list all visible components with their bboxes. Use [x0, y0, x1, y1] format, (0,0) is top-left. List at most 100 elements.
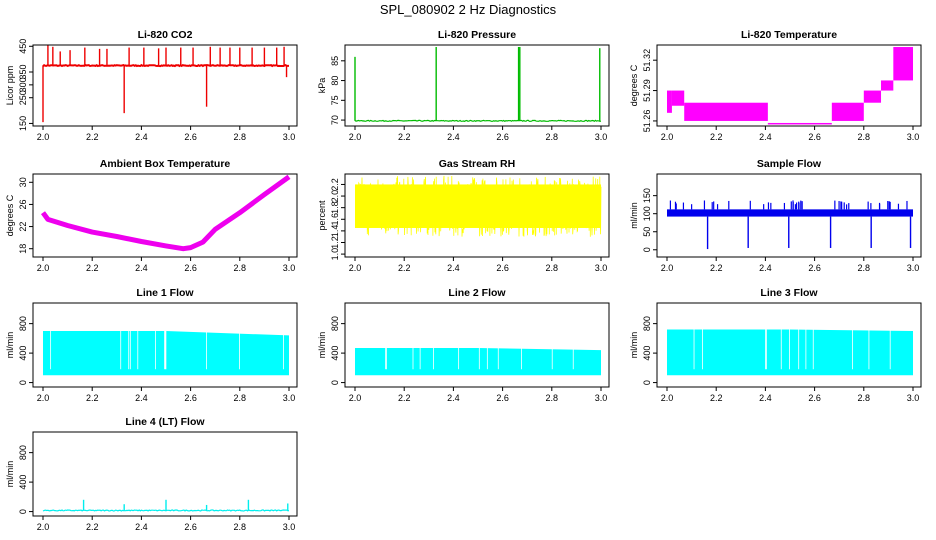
- line3-band: [667, 329, 913, 376]
- line4-ytick-label: 400: [18, 475, 28, 490]
- rh-frame: [344, 173, 610, 258]
- sample-ytick-label: 150: [642, 188, 652, 203]
- pressure-title: Li-820 Pressure: [438, 29, 516, 41]
- rh-ytick-label: 1.2: [330, 236, 340, 249]
- sample-xtick-label: 2.4: [759, 263, 772, 273]
- line1-xtick-label: 2.4: [135, 393, 148, 403]
- pressure-xtick-label: 2.6: [496, 132, 509, 142]
- temperature-segment: [671, 90, 685, 106]
- temperature-ylabel: degrees C: [629, 64, 639, 106]
- temperature-series: [667, 47, 913, 125]
- temperature-xtick-label: 2.8: [858, 132, 871, 142]
- sample-xtick-label: 2.6: [808, 263, 821, 273]
- co2-ytick-label: 250: [18, 90, 28, 105]
- line4-ylabel: ml/min: [5, 461, 15, 488]
- line3-ytick-label: 400: [642, 346, 652, 361]
- line1-xtick-label: 2.2: [86, 393, 99, 403]
- line4-xtick-label: 2.8: [234, 522, 247, 532]
- rh-xtick-label: 2.2: [398, 263, 411, 273]
- sample-xtick-label: 3.0: [907, 263, 920, 273]
- rh-ytick-label: 1.0: [330, 248, 340, 261]
- temperature-ytick-label: 51.26: [642, 110, 652, 133]
- rh-xtick-label: 2.6: [496, 263, 509, 273]
- pressure-line: [354, 119, 602, 123]
- rh-xtick-label: 2.4: [447, 263, 460, 273]
- sample-series: [667, 200, 913, 250]
- line2-ytick-label: 0: [330, 380, 340, 385]
- rh-xtick-label: 3.0: [595, 263, 608, 273]
- chart-co2: Li-820 CO2 2.0 2.2 2.4 2.6 2.8 3.0 150 250300350…: [5, 29, 298, 142]
- pressure-xtick-label: 2.2: [398, 132, 411, 142]
- rh-line: [355, 175, 602, 237]
- co2-ytick-label: 450: [18, 39, 28, 54]
- ambient-title: Ambient Box Temperature: [100, 158, 231, 170]
- pressure-frame: [344, 44, 610, 127]
- ambient-xtick-label: 2.0: [37, 263, 50, 273]
- ambient-xtick-label: 2.6: [184, 263, 197, 273]
- co2-xtick-label: 2.6: [184, 132, 197, 142]
- line2-frame: [344, 302, 610, 388]
- line3-frame: [656, 302, 922, 388]
- line1-series: [43, 331, 289, 376]
- line3-title: Line 3 Flow: [760, 287, 818, 299]
- chart-line4: Line 4 (LT) Flow 2.0 2.2 2.4 2.6 2.8 3.0 0 400 80…: [5, 416, 298, 532]
- ambient-xtick-label: 2.4: [135, 263, 148, 273]
- rh-ytick-label: 1.8: [330, 201, 340, 214]
- line2-xtick-label: 2.4: [447, 393, 460, 403]
- line2-title: Line 2 Flow: [448, 287, 506, 299]
- sample-ytick-label: 100: [642, 206, 652, 221]
- line3-xtick-label: 2.2: [710, 393, 723, 403]
- chart-temperature: Li-820 Temperature 2.0 2.2 2.4 2.6 2.8 3.0 51.2…: [629, 29, 922, 142]
- line3-xtick-label: 3.0: [907, 393, 920, 403]
- co2-xtick-label: 2.2: [86, 132, 99, 142]
- temperature-segment: [667, 90, 672, 113]
- sample-ytick-label: 50: [642, 227, 652, 237]
- line1-ytick-label: 400: [18, 346, 28, 361]
- rh-series: [355, 175, 602, 237]
- line1-xtick-label: 2.0: [37, 393, 50, 403]
- temperature-xtick-label: 2.0: [661, 132, 674, 142]
- line3-ytick-label: 0: [642, 380, 652, 385]
- ambient-ytick-label: 30: [18, 177, 28, 187]
- sample-band: [667, 209, 913, 217]
- co2-xtick-label: 2.4: [135, 132, 148, 142]
- line4-title: Line 4 (LT) Flow: [125, 416, 205, 428]
- co2-ytick-label: 300: [18, 77, 28, 92]
- line4-xtick-label: 3.0: [283, 522, 296, 532]
- line2-xtick-label: 2.0: [349, 393, 362, 403]
- co2-ylabel: Licor ppm: [5, 66, 15, 106]
- co2-frame: [32, 44, 298, 127]
- line2-ytick-label: 400: [330, 346, 340, 361]
- sample-xtick-label: 2.0: [661, 263, 674, 273]
- ambient-xtick-label: 2.2: [86, 263, 99, 273]
- temperature-xtick-label: 2.4: [759, 132, 772, 142]
- chart-pressure: Li-820 Pressure 2.0 2.2 2.4 2.6 2.8 3.0 70 75 80 8…: [317, 29, 610, 142]
- ambient-xtick-label: 3.0: [283, 263, 296, 273]
- pressure-xtick-label: 3.0: [595, 132, 608, 142]
- pressure-xtick-label: 2.0: [349, 132, 362, 142]
- line3-xtick-label: 2.0: [661, 393, 674, 403]
- rh-ytick-label: 2.0: [330, 190, 340, 203]
- pressure-xtick-label: 2.4: [447, 132, 460, 142]
- rh-title: Gas Stream RH: [439, 158, 515, 170]
- rh-xtick-label: 2.0: [349, 263, 362, 273]
- pressure-xtick-label: 2.8: [546, 132, 559, 142]
- co2-series: [42, 45, 289, 123]
- line1-title: Line 1 Flow: [136, 287, 194, 299]
- pressure-ytick-label: 70: [330, 115, 340, 125]
- chart-line3: Line 3 Flow 2.0 2.2 2.4 2.6 2.8 3.0 0 400 800ml/m…: [629, 287, 922, 403]
- sample-xtick-label: 2.8: [858, 263, 871, 273]
- line2-ylabel: ml/min: [317, 332, 327, 359]
- rh-ytick-label: 1.4: [330, 225, 340, 238]
- line4-ytick-label: 800: [18, 445, 28, 460]
- chart-line2: Line 2 Flow 2.0 2.2 2.4 2.6 2.8 3.0 0 400 800ml/m…: [317, 287, 610, 403]
- line3-xtick-label: 2.6: [808, 393, 821, 403]
- pressure-ytick-label: 75: [330, 95, 340, 105]
- sample-xtick-label: 2.2: [710, 263, 723, 273]
- temperature-segment: [831, 102, 864, 121]
- line4-xtick-label: 2.2: [86, 522, 99, 532]
- line2-ytick-label: 800: [330, 316, 340, 331]
- line3-xtick-label: 2.8: [858, 393, 871, 403]
- co2-xtick-label: 2.0: [37, 132, 50, 142]
